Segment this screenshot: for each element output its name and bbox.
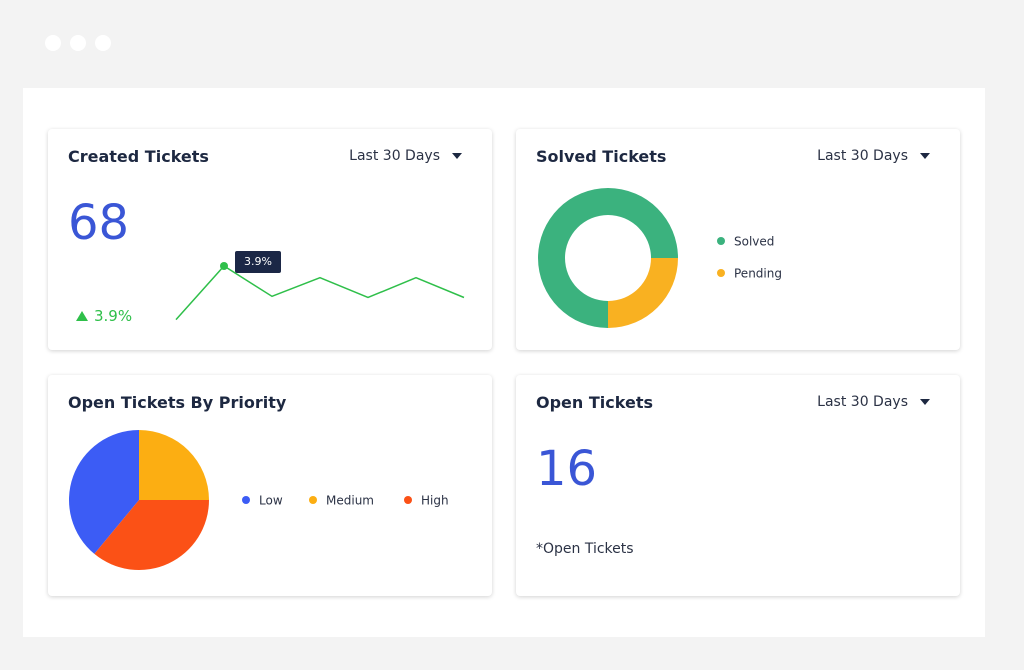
donut-chart: Solved Pending [538, 188, 782, 328]
legend-swatch [242, 496, 250, 504]
slice [139, 430, 209, 500]
solved-tickets-card: Solved Tickets Last 30 Days Solved Pendin… [516, 129, 960, 350]
ticket-count: 16 [536, 441, 598, 497]
slice [608, 258, 678, 328]
window-dot [95, 35, 111, 51]
created-tickets-card: Created Tickets Last 30 Days 68 3.9% 3.9… [48, 129, 492, 350]
legend-swatch [309, 496, 317, 504]
card-title: Open Tickets [536, 393, 653, 412]
footnote: *Open Tickets [536, 541, 634, 557]
legend-swatch [717, 237, 725, 245]
ticket-count: 68 [68, 195, 130, 251]
card-title: Open Tickets By Priority [68, 393, 287, 412]
tooltip [235, 251, 281, 273]
date-filter[interactable]: Last 30 Days [817, 148, 930, 164]
legend-label: Solved [734, 235, 774, 249]
open-tickets-card: Open Tickets Last 30 Days 16 *Open Ticke… [516, 375, 960, 596]
legend-label: Medium [326, 494, 374, 508]
change-percent: 3.9% [76, 307, 132, 325]
legend-label: High [421, 494, 449, 508]
window-dot [45, 35, 61, 51]
card-title: Created Tickets [68, 147, 209, 166]
slice [538, 188, 678, 328]
highlight-point [220, 262, 228, 270]
legend-swatch [404, 496, 412, 504]
window-dot [70, 35, 86, 51]
legend-swatch [717, 269, 725, 277]
date-filter[interactable]: Last 30 Days [349, 148, 462, 164]
date-filter[interactable]: Last 30 Days [817, 394, 930, 410]
tooltip-label: 3.9% [244, 255, 272, 268]
sparkline-chart: 3.9% [175, 251, 465, 321]
legend-label: Pending [734, 267, 782, 281]
slice [94, 500, 209, 570]
card-title: Solved Tickets [536, 147, 667, 166]
sparkline [175, 265, 465, 321]
pie-chart: Low Medium High [69, 430, 449, 570]
legend-label: Low [259, 494, 283, 508]
slice [69, 430, 139, 554]
priority-card: Open Tickets By Priority Low Medium High [48, 375, 492, 596]
